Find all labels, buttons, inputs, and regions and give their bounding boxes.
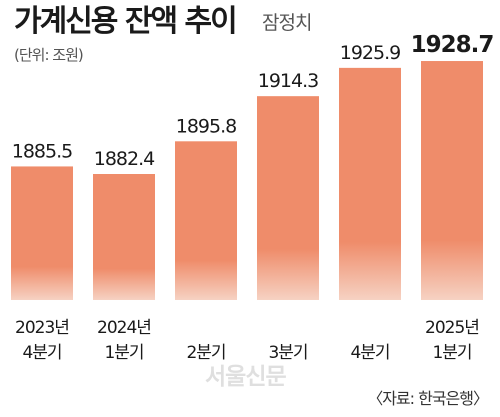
bar-5: [421, 61, 483, 300]
bar-0: [11, 166, 73, 300]
category-label-5-0: 2025년: [425, 318, 479, 338]
value-label-5: 1928.7: [411, 32, 494, 58]
bar-2: [175, 141, 237, 300]
bar-1: [93, 174, 155, 300]
value-label-0: 1885.5: [12, 140, 72, 162]
bar-4: [339, 67, 401, 300]
value-label-2: 1895.8: [176, 115, 236, 137]
bar-3: [257, 96, 319, 300]
category-label-1-0: 2024년: [97, 318, 151, 338]
value-label-4: 1925.9: [340, 42, 400, 64]
category-label-0-1: 4분기: [22, 343, 61, 363]
watermark-logo: 서울신문: [205, 364, 287, 390]
category-label-2-1: 2분기: [186, 343, 225, 363]
chart-subtitle: 잠정치: [262, 12, 312, 34]
chart-title: 가계신용 잔액 추이: [14, 4, 238, 39]
category-label-0-0: 2023년: [15, 318, 69, 338]
unit-label: (단위: 조원): [14, 46, 84, 64]
category-label-4-1: 4분기: [350, 343, 389, 363]
value-label-1: 1882.4: [94, 148, 155, 170]
category-label-1-1: 1분기: [104, 343, 143, 363]
category-label-3-1: 3분기: [268, 343, 307, 363]
category-label-5-1: 1분기: [432, 343, 471, 363]
source-label: 〈자료: 한국은행〉: [367, 389, 489, 408]
value-label-3: 1914.3: [258, 70, 318, 92]
